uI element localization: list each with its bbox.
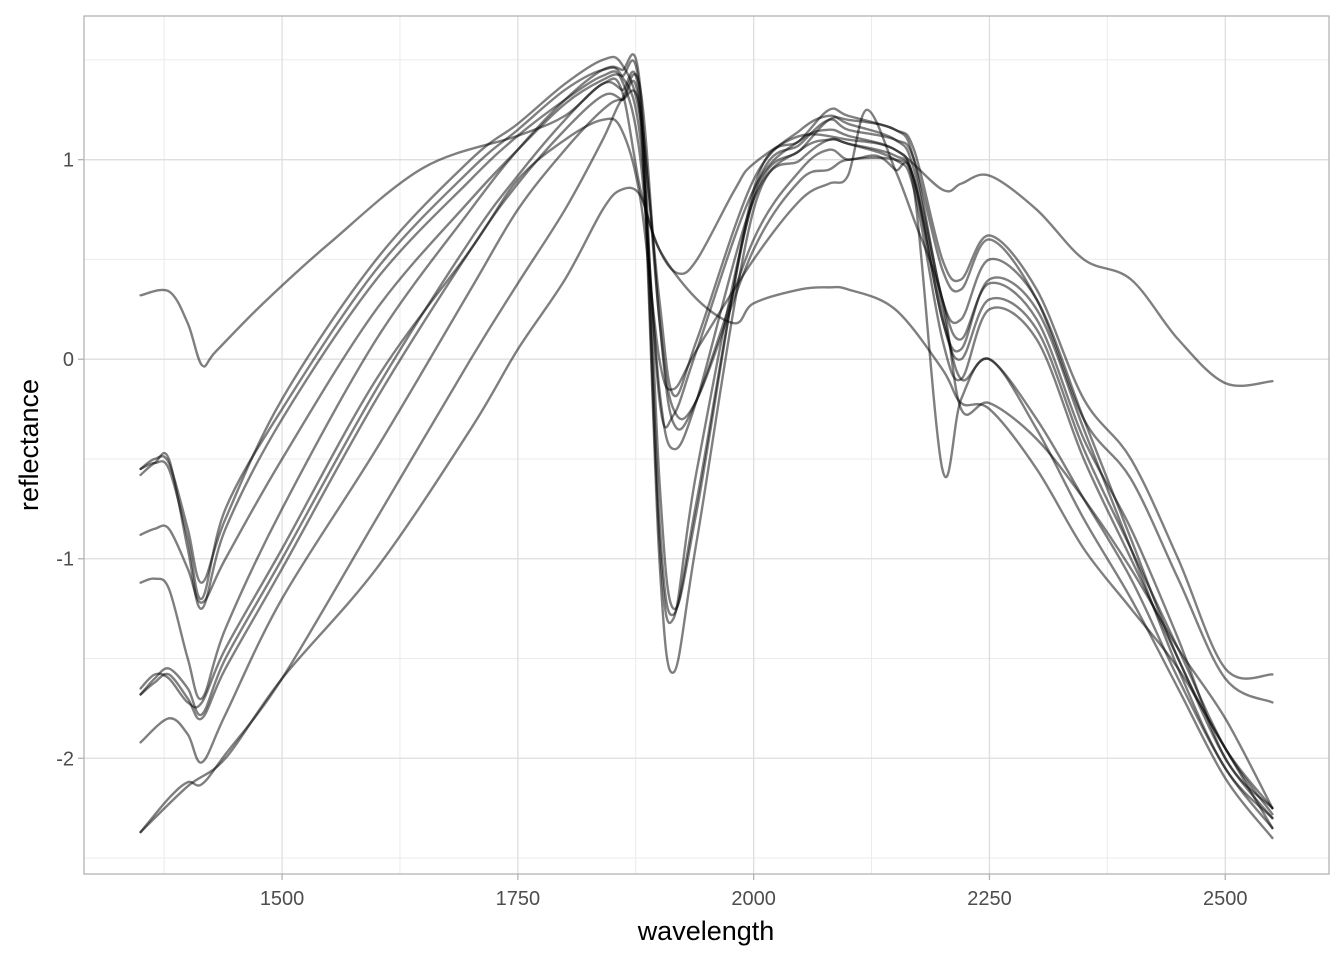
series-line-4 (139, 70, 1274, 820)
series-line-7 (139, 70, 1274, 810)
y-axis-title: reflectance (14, 379, 44, 511)
series-line-12 (139, 186, 1274, 834)
series-lines (139, 53, 1274, 840)
series-line-3 (139, 66, 1274, 816)
series-line-1 (139, 77, 1274, 388)
series-line-10 (139, 73, 1274, 840)
x-tick-label: 2250 (967, 888, 1012, 910)
y-axis-ticks: -2 -1 0 1 (56, 150, 84, 770)
x-axis-ticks: 1500 1750 2000 2250 2500 (260, 874, 1248, 910)
plot-border (83, 15, 1330, 875)
x-tick-label: 1750 (496, 888, 541, 910)
x-axis-title: wavelength (637, 916, 775, 946)
x-tick-label: 1500 (260, 888, 305, 910)
x-tick-label: 2000 (731, 888, 776, 910)
y-tick-label: -1 (56, 549, 74, 571)
y-tick-label: 0 (63, 349, 74, 371)
series-line-6 (139, 53, 1274, 701)
grid-major (84, 16, 1329, 874)
series-line-8 (139, 79, 1274, 820)
y-tick-label: 1 (63, 150, 74, 172)
x-tick-label: 2500 (1203, 888, 1248, 910)
y-tick-label: -2 (56, 748, 74, 770)
series-line-11 (139, 108, 1274, 810)
